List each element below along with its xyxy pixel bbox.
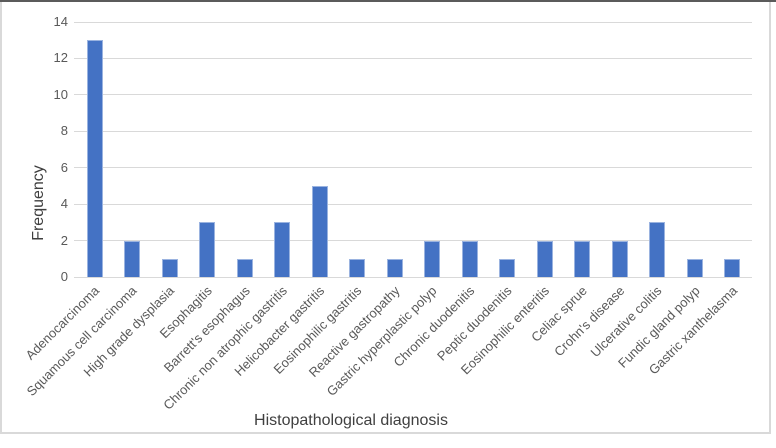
gridline-y-10 (74, 94, 752, 96)
bar-helicobacter-gastritis (311, 185, 328, 277)
y-tick-label-12: 12 (53, 50, 68, 66)
bar-gastric-hyperplastic-polyp (424, 240, 441, 277)
bar-barrett-s-esophagus (236, 258, 253, 277)
y-tick-label-14: 14 (53, 14, 68, 29)
bar-peptic-duodenitis (499, 258, 516, 277)
bar-eosinophilic-gastritis (349, 258, 366, 277)
bar-eosinophilic-enteritis (536, 240, 553, 277)
bar-crohn-s-disease (611, 240, 628, 277)
gridline-y-14 (74, 21, 752, 23)
gridline-y-2 (74, 240, 752, 242)
bar-squamous-cell-carcinoma (124, 240, 141, 277)
bar-celiac-sprue (574, 240, 591, 277)
y-tick-label-0: 0 (60, 269, 68, 284)
gridline-y-6 (74, 167, 752, 169)
y-tick-label-8: 8 (60, 123, 68, 139)
gridline-y-0 (74, 276, 752, 278)
gridline-y-8 (74, 130, 752, 132)
bar-gastric-xanthelasma (724, 258, 741, 277)
gridline-y-12 (74, 57, 752, 59)
bar-chronic-duodenitis (461, 240, 478, 277)
y-tick-label-2: 2 (60, 232, 68, 248)
chart-frame: 0 2 4 6 8 10 12 14 Adenocarcinoma Squamous cell … (0, 2, 771, 434)
bar-fundic-gland-polyp (686, 258, 703, 277)
window-top-edge (0, 0, 776, 2)
y-tick-label-10: 10 (53, 86, 68, 102)
x-axis-title: Histopathological diagnosis (254, 412, 448, 429)
bar-esophagitis (199, 222, 216, 277)
bar-ulcerative-colitis (649, 222, 666, 277)
bar-chronic-non-atrophic-gastritis (274, 222, 291, 277)
gridline-y-4 (74, 203, 752, 205)
y-axis-title: Frequency (30, 165, 47, 241)
bar-high-grade-dysplasia (161, 258, 178, 277)
y-tick-label-6: 6 (60, 159, 68, 175)
bar-adenocarcinoma (86, 40, 103, 277)
bar-reactive-gastropathy (386, 258, 403, 277)
y-tick-label-4: 4 (60, 196, 68, 212)
